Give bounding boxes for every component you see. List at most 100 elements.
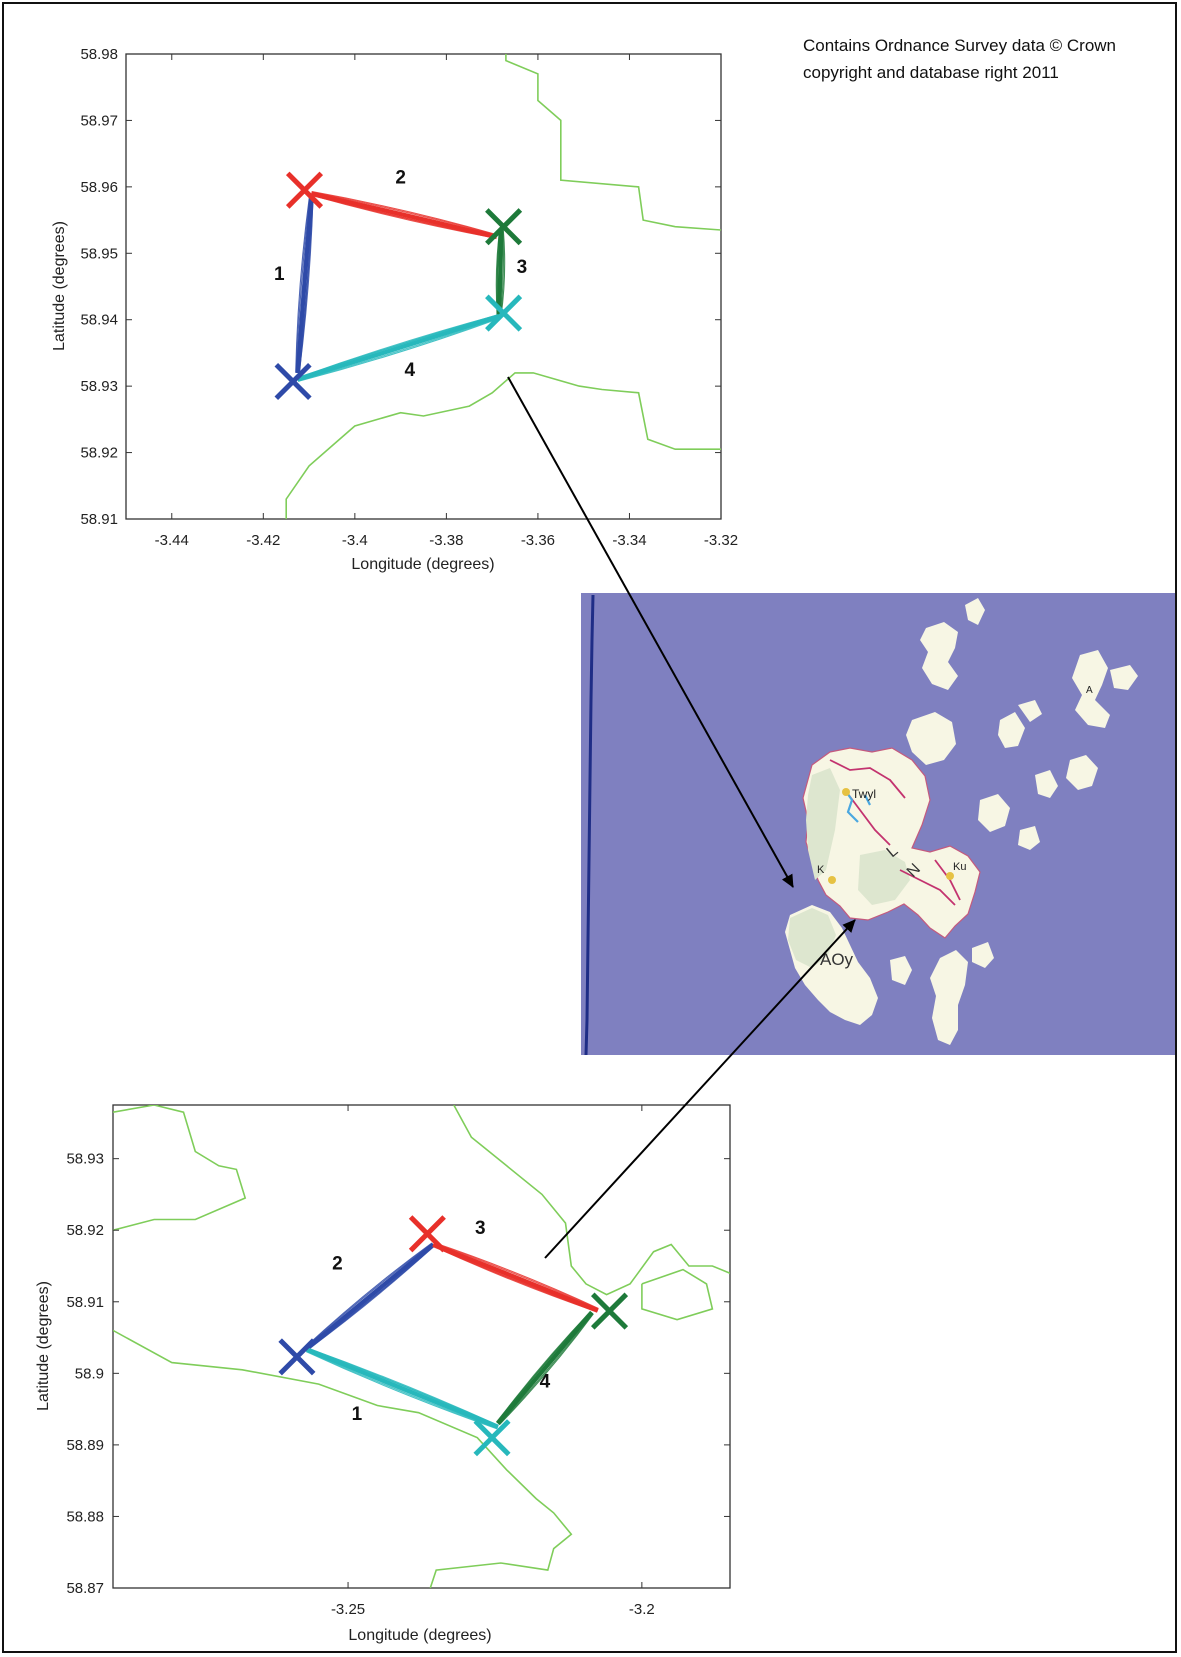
x-tick-label: -3.44 xyxy=(155,532,189,549)
coastlines-bottom xyxy=(113,1105,730,1588)
marker-stroke xyxy=(285,171,324,209)
map-island-south-2 xyxy=(890,956,912,985)
track-leg-1 xyxy=(306,1347,499,1429)
map-mainland-shaded-west xyxy=(806,768,840,880)
leg-number-label: 3 xyxy=(517,257,528,278)
coastline-2 xyxy=(453,1105,730,1296)
map-island-north-2 xyxy=(965,598,985,625)
track-leg-2-pass xyxy=(311,191,498,236)
tracks-bottom xyxy=(305,1242,599,1430)
track-leg-1 xyxy=(295,196,314,374)
map-island-north-6 xyxy=(906,712,956,765)
markers-bottom xyxy=(278,1215,629,1457)
x-axis-ticks-top: -3.44 -3.42 -3.4 -3.38 -3.36 -3.34 -3.32 xyxy=(155,54,738,549)
plot-area-top xyxy=(125,53,722,520)
track-leg-1-pass xyxy=(307,1347,499,1426)
track-leg-2-pass xyxy=(311,191,498,236)
map-island-east-2 xyxy=(1035,770,1058,798)
track-leg-3-pass xyxy=(433,1242,599,1309)
map-town-dot-3 xyxy=(946,872,954,880)
track-leg-4 xyxy=(297,314,500,382)
x-axis-title-top: Longitude (degrees) xyxy=(351,556,494,573)
track-leg-4-pass xyxy=(498,1313,594,1425)
track-leg-2-pass xyxy=(307,1245,435,1351)
map-label-a: A xyxy=(1086,685,1093,696)
y-tick-label: 58.87 xyxy=(66,1580,104,1597)
marker-stroke xyxy=(485,208,523,246)
y-tick-label: 58.96 xyxy=(80,179,118,196)
y-axis-title-bottom: Latitude (degrees) xyxy=(35,1281,52,1411)
y-axis-title-top: Latitude (degrees) xyxy=(51,221,68,351)
waypoint-marker-green xyxy=(485,208,523,246)
coastline-3 xyxy=(641,1268,714,1321)
credit-line-1: Contains Ordnance Survey data © Crown xyxy=(803,36,1117,55)
track-leg-2 xyxy=(310,191,498,239)
y-tick-label: 58.91 xyxy=(80,511,118,528)
waypoint-marker-red xyxy=(285,171,324,209)
credit-line-2: copyright and database right 2011 xyxy=(803,63,1059,82)
map-island-middle-1 xyxy=(978,794,1010,832)
tracks-top xyxy=(295,191,506,382)
leg-number-label: 2 xyxy=(395,168,406,189)
y-tick-label: 58.97 xyxy=(80,112,118,129)
map-label-k: K xyxy=(817,864,825,876)
marker-stroke xyxy=(485,294,523,332)
waypoint-marker-cyan xyxy=(473,1419,511,1457)
track-leg-1-pass xyxy=(295,196,311,373)
marker-stroke xyxy=(591,1292,629,1330)
leg-number-label: 3 xyxy=(475,1218,486,1239)
coastline-1 xyxy=(505,54,721,231)
os-credit-note: Contains Ordnance Survey data © Crown co… xyxy=(803,32,1163,86)
y-tick-label: 58.89 xyxy=(66,1437,104,1454)
y-axis-ticks-bottom: 58.87 58.88 58.89 58.9 58.91 58.92 58.93 xyxy=(66,1151,730,1597)
track-leg-4 xyxy=(496,1311,594,1425)
waypoint-marker-cyan xyxy=(485,294,523,332)
track-leg-2-pass xyxy=(305,1242,433,1348)
track-leg-1-pass xyxy=(299,196,314,374)
leg-number-label: 2 xyxy=(332,1254,343,1275)
coastline-2 xyxy=(285,372,721,519)
waypoint-marker-green xyxy=(591,1292,629,1330)
x-tick-label: -3.2 xyxy=(629,1601,655,1618)
y-tick-label: 58.92 xyxy=(80,445,118,462)
map-island-north-5 xyxy=(998,712,1025,748)
x-tick-label: -3.34 xyxy=(612,532,646,549)
coastlines-top xyxy=(285,54,721,519)
coastline-4 xyxy=(113,1329,573,1588)
x-tick-label: -3.32 xyxy=(704,532,738,549)
map-label-aoy: AOy xyxy=(820,950,854,969)
map-island-north-4 xyxy=(1110,665,1138,690)
marker-stroke xyxy=(274,362,312,401)
track-leg-2-pass xyxy=(310,194,497,240)
track-leg-3 xyxy=(432,1242,599,1313)
track-leg-4-pass xyxy=(296,313,499,379)
map-island-south-3 xyxy=(972,942,994,968)
waypoint-marker-blue xyxy=(278,1338,316,1376)
waypoint-marker-red xyxy=(408,1215,446,1253)
y-axis-ticks-top: 58.91 58.92 58.93 58.94 58.95 58.96 58.97 58.98 xyxy=(80,46,721,528)
map-island-east-1 xyxy=(1066,755,1098,790)
track-leg-3-pass xyxy=(432,1245,598,1313)
map-mainland-shaded-middle xyxy=(858,850,910,905)
track-leg-4-pass xyxy=(499,1313,594,1426)
y-tick-label: 58.95 xyxy=(80,245,118,262)
map-town-dot-1 xyxy=(842,788,850,796)
map-label-ku: Ku xyxy=(953,861,966,873)
y-tick-label: 58.88 xyxy=(66,1508,104,1525)
track-leg-2-pass xyxy=(305,1242,433,1348)
marker-stroke xyxy=(408,1215,446,1253)
map-boundary-lines xyxy=(829,759,961,906)
track-leg-3-pass xyxy=(500,230,506,317)
y-tick-label: 58.98 xyxy=(80,46,118,63)
waypoint-marker-blue xyxy=(274,362,312,401)
leg-number-label: 1 xyxy=(274,264,285,285)
leg-number-label: 4 xyxy=(404,360,415,381)
map-island-north-7 xyxy=(1018,700,1042,722)
arrow-bottom-to-map xyxy=(544,919,856,1259)
y-tick-label: 58.94 xyxy=(80,312,118,329)
x-tick-label: -3.4 xyxy=(342,532,368,549)
